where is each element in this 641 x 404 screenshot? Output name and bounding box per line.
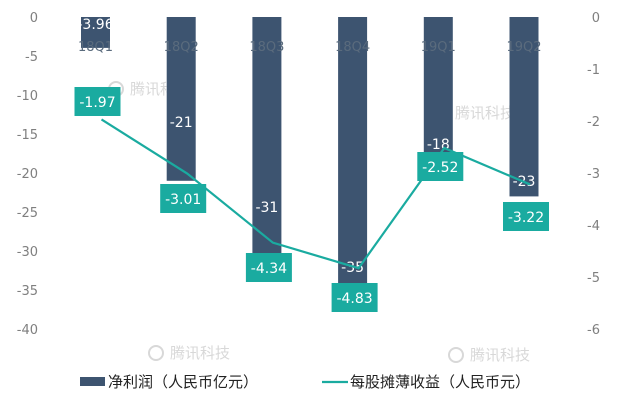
line-data-label-box [245, 253, 292, 282]
bar-data-label: -18 [427, 137, 450, 153]
left-axis-tick-label: -40 [17, 323, 38, 338]
line-data-label-box [417, 152, 464, 181]
bar [338, 17, 368, 290]
watermark-logo-icon [448, 347, 464, 363]
watermark-text: 腾讯科技 [470, 346, 530, 364]
legend-label-bar: 净利润（人民币亿元） [108, 373, 258, 391]
watermark-text: 腾讯科技 [170, 344, 230, 362]
bar-data-label: -3.96 [77, 17, 113, 33]
bar [509, 17, 539, 197]
category-label: 18Q3 [249, 40, 284, 55]
line-data-label-box [74, 87, 121, 116]
left-axis-tick-label: -5 [25, 50, 38, 65]
bar [423, 17, 453, 158]
line-data-labels: -1.97 -3.01 -4.34 -4.83 -2.52 -3.22 [74, 87, 549, 312]
bar-data-label: -35 [341, 260, 364, 276]
legend-label-line: 每股摊薄收益（人民币元） [350, 373, 530, 391]
category-label: 18Q4 [335, 40, 370, 55]
right-axis-tick-label: -2 [587, 115, 600, 130]
left-axis-tick-label: -20 [17, 167, 38, 182]
watermark: 腾讯科技 [148, 344, 230, 362]
bar [166, 17, 196, 181]
left-axis: 0 -5 -10 -15 -20 -25 -30 -35 -40 [17, 11, 38, 338]
left-axis-tick-label: -25 [17, 206, 38, 221]
left-axis-tick-label: 0 [30, 11, 38, 26]
bar [252, 17, 282, 259]
line-data-label: -4.83 [336, 291, 372, 307]
right-axis: 0 -1 -2 -3 -4 -5 -6 [587, 11, 600, 338]
right-axis-tick-label: -1 [587, 63, 600, 78]
line-data-label-box [503, 202, 549, 231]
line-data-label: -3.22 [508, 210, 544, 226]
watermark: 腾讯科技 [448, 346, 530, 364]
line-data-label: -4.34 [251, 261, 287, 277]
right-axis-tick-label: -4 [587, 219, 600, 234]
category-label: 19Q2 [506, 40, 541, 55]
category-label: 18Q1 [78, 40, 113, 55]
bar-series [81, 17, 539, 290]
left-axis-tick-label: -10 [17, 89, 38, 104]
line-data-label: -3.01 [165, 192, 201, 208]
left-axis-tick-label: -35 [17, 284, 38, 299]
watermark-text: 腾讯科技 [455, 104, 515, 122]
line-data-label-box [331, 283, 378, 312]
line-data-label-box [160, 184, 207, 213]
right-axis-tick-label: -5 [587, 271, 600, 286]
legend-bar-swatch [80, 377, 105, 386]
right-axis-tick-label: -3 [587, 167, 600, 182]
category-labels: 18Q1 18Q2 18Q3 18Q4 19Q1 19Q2 [78, 40, 542, 55]
line-data-label: -1.97 [79, 95, 115, 111]
legend: 净利润（人民币亿元） 每股摊薄收益（人民币元） [80, 373, 530, 391]
bar [81, 17, 110, 48]
right-axis-tick-label: -6 [587, 323, 600, 338]
right-axis-tick-label: 0 [592, 11, 600, 26]
left-axis-tick-label: -15 [17, 128, 38, 143]
left-axis-tick-label: -30 [17, 245, 38, 260]
bar-data-label: -31 [255, 200, 278, 216]
line-data-label: -2.52 [422, 160, 458, 176]
category-label: 19Q1 [421, 40, 456, 55]
category-label: 18Q2 [164, 40, 199, 55]
bar-data-label: -21 [170, 115, 193, 131]
watermark-logo-icon [148, 345, 164, 361]
